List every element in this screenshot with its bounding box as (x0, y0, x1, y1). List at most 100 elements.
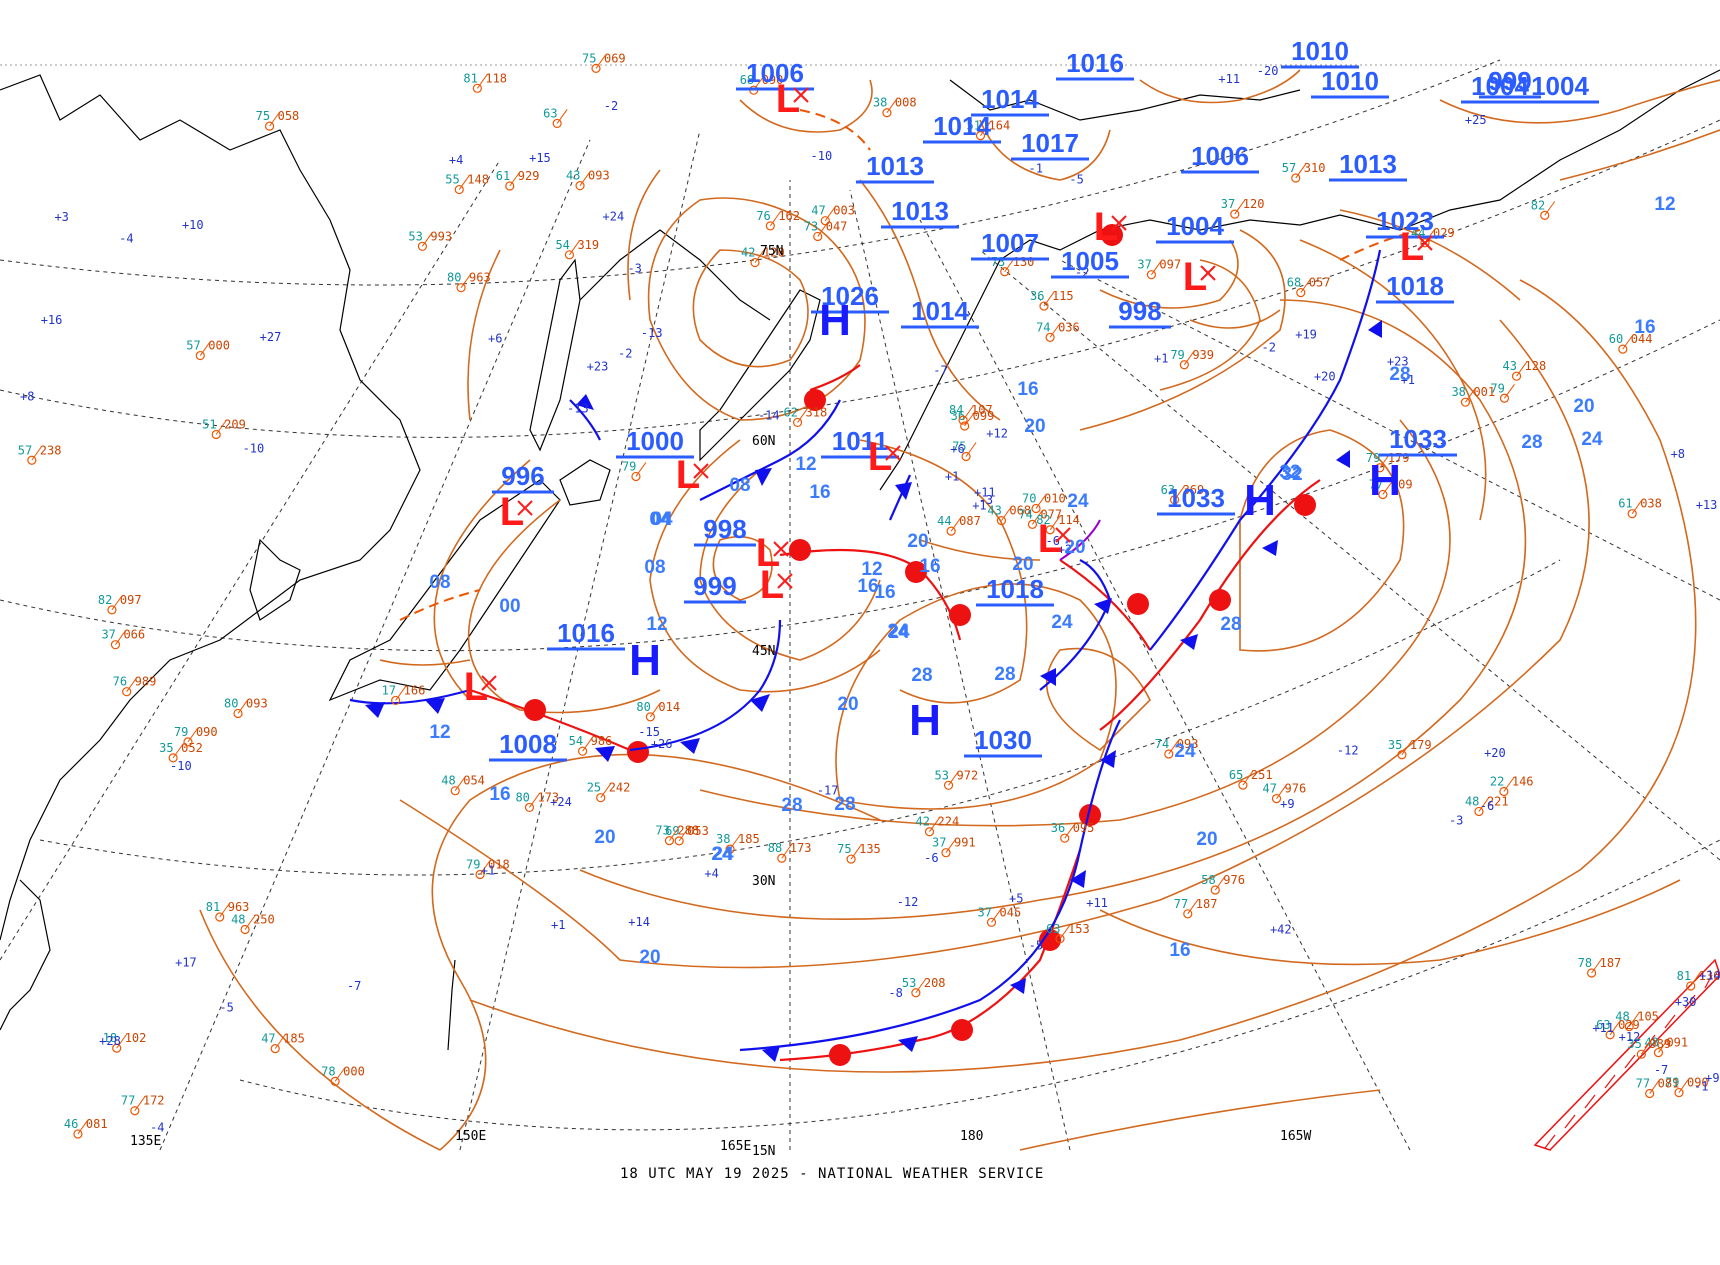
isobar (739, 79, 873, 133)
station-pressure: 097 (1159, 258, 1181, 272)
station-circle (725, 844, 735, 854)
isobar-label: 20 (594, 827, 615, 848)
station-pressure: 053 (687, 824, 709, 838)
wind-barb (649, 702, 661, 718)
pressure-tendency: +3 (54, 210, 68, 224)
station-circle (1420, 238, 1430, 248)
cold-front-tooth (1040, 668, 1056, 686)
pressure-tendency: +26 (651, 737, 673, 751)
wind-barb (945, 838, 957, 853)
station-model: 54 986 (569, 734, 612, 756)
station-model: 63 153 (1046, 922, 1090, 944)
low-center-x (1111, 215, 1127, 231)
pressure-value: 1007 (981, 228, 1039, 258)
station-temperature: 48 (1615, 1010, 1629, 1024)
wind-barb (134, 1096, 146, 1112)
wind-barb (1049, 515, 1061, 531)
cold-front-tooth (365, 702, 385, 718)
station-circle (777, 853, 787, 863)
pressure-tendency: +8 (20, 390, 34, 404)
wind-barb (964, 411, 976, 427)
pressure-label: 996 (492, 461, 554, 494)
pressure-tendency: -7 (347, 979, 361, 993)
isobar (1189, 309, 1281, 329)
pressure-value: 1014 (911, 296, 969, 326)
warm-front-bump (804, 389, 826, 411)
station-model: 61 929 (496, 169, 539, 191)
pressure-tendency: +19 (1295, 327, 1317, 341)
station-temperature: 63 (1161, 483, 1175, 497)
station-model: 57 238 (18, 443, 62, 465)
station-pressure: 238 (40, 443, 62, 457)
isobar-label: 32 (1279, 462, 1300, 483)
wind-barb (1174, 485, 1185, 501)
station-pressure: 172 (143, 1094, 165, 1108)
station-temperature: 73 (655, 824, 669, 838)
station-temperature: 36 (1030, 289, 1044, 303)
wind-barb (1544, 201, 1556, 216)
coastlines (0, 69, 1720, 1051)
station-temperature: 57 (186, 339, 200, 353)
station-model: 80 014 (636, 700, 680, 722)
pressure-label: 1004 (1521, 71, 1599, 104)
pressure-value: 1016 (1066, 48, 1124, 78)
station-circle (578, 746, 588, 756)
pressure-value: 1017 (1021, 128, 1079, 158)
latitude-label: 30N (752, 874, 775, 889)
isobar-label: 24 (712, 844, 734, 865)
station-temperature: 79 (466, 858, 480, 872)
station-circle (1271, 794, 1282, 804)
wind-barb (111, 595, 123, 611)
station-circle (1045, 525, 1055, 535)
pressure-value: 1004 (1531, 71, 1589, 101)
high-pressure-center: H (1369, 456, 1401, 505)
korea-coast (249, 538, 301, 621)
troughs (399, 109, 1421, 621)
station-temperature: 82 (98, 593, 112, 607)
pressure-label: 1017 (1011, 128, 1089, 161)
station-pressure: 090 (196, 725, 218, 739)
wind-barb (781, 843, 793, 859)
low-pressure-center: L (1094, 205, 1127, 249)
station-temperature: 58 (1201, 873, 1215, 887)
warm-front-bump (1294, 494, 1316, 516)
north-coast (949, 79, 1301, 121)
station-circle (1027, 519, 1038, 529)
isobar (859, 439, 1028, 704)
pressure-tendency: +17 (175, 955, 197, 969)
warm-front-bump (524, 699, 546, 721)
station-pressure: 115 (1052, 289, 1074, 303)
pressure-tendency: +1 (481, 863, 495, 877)
low-center-x (517, 500, 533, 516)
station-model: 55 148 (445, 173, 489, 195)
pressure-value: 1000 (626, 426, 684, 456)
station-temperature: 53 (902, 976, 916, 990)
warm-fronts (469, 364, 1321, 1062)
station-circle (575, 181, 585, 191)
pressure-tendency: +30 (1675, 995, 1697, 1009)
wind-barb (458, 175, 470, 190)
station-temperature: 38 (1451, 385, 1465, 399)
wind-barb (729, 834, 741, 850)
station-model: 35 989 (1627, 1037, 1671, 1059)
station-pressure: 208 (924, 976, 946, 990)
isobar-label: 12 (795, 454, 816, 475)
station-circle (946, 526, 956, 536)
station-temperature: 47 (261, 1032, 275, 1046)
station-model: 81 963 (206, 900, 249, 922)
station-model: 78 187 (1578, 956, 1621, 978)
pressure-tendency: +27 (260, 330, 282, 344)
wind-barb (237, 699, 249, 714)
station-temperature: 79 (1490, 381, 1504, 395)
isobar (467, 249, 501, 421)
station-temperature: 47 (811, 204, 825, 218)
station-temperature: 60 (1609, 332, 1623, 346)
latitude-label: 75N (760, 244, 783, 259)
pressure-value: 1004 (1166, 211, 1224, 241)
station-circle (168, 753, 178, 763)
pressure-value: 1033 (1167, 483, 1225, 513)
cold-front-tooth (1336, 450, 1350, 468)
wind-barb (1032, 510, 1043, 525)
station-pressure: 069 (604, 51, 626, 65)
station-circle (195, 350, 205, 361)
